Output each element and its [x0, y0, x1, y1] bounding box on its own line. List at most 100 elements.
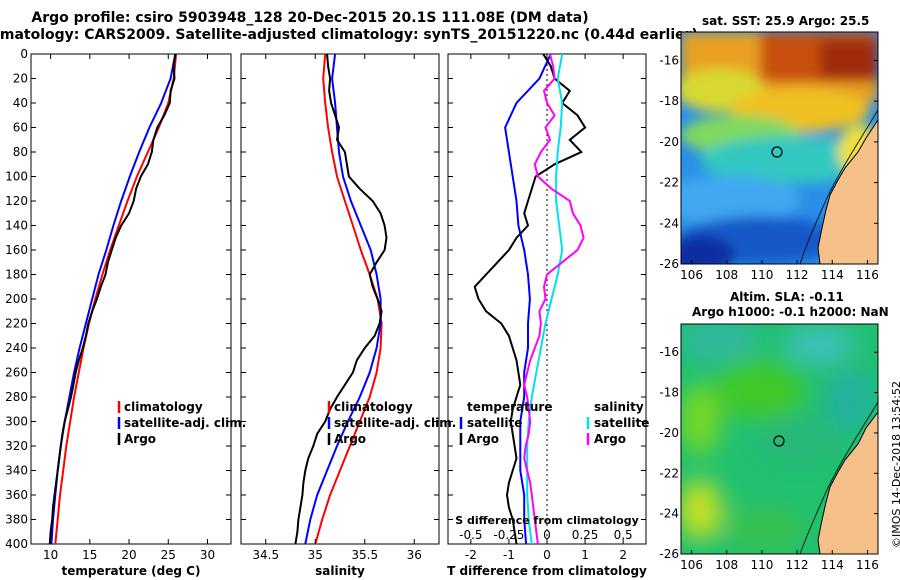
sla-map-title-line2: Argo h1000: -0.1 h2000: NaN: [692, 305, 889, 319]
legend-heading-salinity: salinity: [594, 400, 644, 414]
x-tick-label: 25: [161, 548, 176, 562]
map-x-tick-label: 110: [750, 268, 773, 282]
map-x-tick-label: 116: [856, 558, 879, 572]
map-x-tick-label: 112: [786, 558, 809, 572]
x-tick-label: 20: [121, 548, 136, 562]
difference-lines: [473, 54, 587, 544]
map-y-tick-label: -18: [659, 94, 679, 108]
y-tick-label: 200: [5, 292, 28, 306]
y-tick-label: 120: [5, 194, 28, 208]
y-tick-label: 100: [5, 170, 28, 184]
sla-map-frame: [680, 323, 879, 555]
y-tick-label: 40: [13, 96, 28, 110]
map-x-tick-label: 114: [821, 268, 844, 282]
legend-label-climatology: climatology: [334, 400, 413, 414]
y-tick-label: 300: [5, 415, 28, 429]
s-diff-tick-label: 0: [543, 528, 551, 542]
plot-title-line1: Argo profile: csiro 5903948_128 20-Dec-2…: [31, 10, 589, 26]
y-tick-label: 360: [5, 488, 28, 502]
map-y-tick-label: -20: [659, 135, 679, 149]
y-tick-label: 220: [5, 317, 28, 331]
y-tick-label: 20: [13, 72, 28, 86]
x-tick-label: 34.5: [252, 548, 279, 562]
map-x-tick-label: 108: [715, 268, 738, 282]
series-line-salinity-argo: [523, 54, 585, 544]
t-difference-xlabel: T difference from climatology: [447, 564, 647, 578]
map-y-tick-label: -26: [659, 547, 679, 561]
series-line-temperature-satellite: [504, 54, 552, 544]
legend-label-t-argo: Argo: [467, 432, 499, 446]
y-tick-label: 80: [13, 145, 28, 159]
s-diff-tick-label: 0.5: [614, 528, 633, 542]
x-tick-label: -2: [465, 548, 477, 562]
x-tick-label: 0: [543, 548, 551, 562]
legend-label-s-satellite: satellite: [594, 416, 649, 430]
sst-map-title: sat. SST: 25.9 Argo: 25.5: [702, 14, 870, 28]
x-tick-label: 2: [619, 548, 627, 562]
map-y-tick-label: -22: [659, 176, 679, 190]
y-tick-label: 60: [13, 121, 28, 135]
x-tick-label: 1: [581, 548, 589, 562]
axis-ticks: 10 15 20 25 30020406080100120140160180200220…: [5, 47, 646, 562]
map-y-tick-label: -26: [659, 257, 679, 271]
x-tick-label: 30: [200, 548, 215, 562]
sst-map: [681, 32, 878, 264]
y-tick-label: 240: [5, 341, 28, 355]
s-diff-tick-label: -0.5: [459, 528, 482, 542]
y-tick-label: 140: [5, 219, 28, 233]
legend-label-argo: Argo: [334, 432, 366, 446]
x-tick-label: -1: [503, 548, 515, 562]
series-line-argo: [48, 54, 177, 544]
legend-label-t-satellite: satellite: [467, 416, 522, 430]
salinity-xlabel: salinity: [315, 564, 365, 578]
series-line-salinity-satellite: [526, 54, 564, 544]
x-tick-label: 36: [407, 548, 422, 562]
map-y-tick-label: -18: [659, 386, 679, 400]
y-tick-label: 380: [5, 513, 28, 527]
legend-label-s-argo: Argo: [594, 432, 626, 446]
map-y-tick-label: -16: [659, 53, 679, 67]
map-y-tick-label: -16: [659, 345, 679, 359]
temperature-legend: climatology satellite-adj. clim. Argo: [117, 400, 246, 446]
x-tick-label: 35: [308, 548, 323, 562]
y-tick-label: 260: [5, 366, 28, 380]
temperature-xlabel: temperature (deg C): [62, 564, 201, 578]
imos-credit: ©IMOS 14-Dec-2018 13:54:52: [890, 381, 900, 548]
legend-label-climatology: climatology: [124, 400, 203, 414]
sst-map-frame: [680, 31, 879, 265]
argo-location-marker: [771, 146, 783, 158]
s-diff-tick-label: 0.25: [572, 528, 599, 542]
map-x-tick-label: 116: [856, 268, 879, 282]
y-tick-label: 0: [20, 47, 28, 61]
legend-label-satellite: satellite-adj. clim.: [334, 416, 456, 430]
temperature-lines: [48, 54, 178, 544]
map-x-tick-label: 108: [715, 558, 738, 572]
y-tick-label: 280: [5, 390, 28, 404]
map-y-tick-label: -24: [659, 507, 679, 521]
argo-location-marker-sla: [773, 435, 785, 447]
series-line-argo: [294, 54, 388, 544]
legend-heading-temperature: temperature: [467, 400, 552, 414]
map-y-tick-label: -20: [659, 426, 679, 440]
map-x-tick-label: 110: [750, 558, 773, 572]
x-tick-label: 15: [82, 548, 97, 562]
sla-map: [681, 324, 878, 554]
salinity-legend: climatology satellite-adj. clim. Argo: [327, 400, 456, 446]
map-x-tick-label: 114: [821, 558, 844, 572]
map-y-tick-label: -24: [659, 216, 679, 230]
y-tick-label: 340: [5, 464, 28, 478]
s-diff-tick-label: -0.25: [493, 528, 524, 542]
map-x-tick-label: 106: [680, 268, 703, 282]
plot-title-line2: Climatology: CARS2009. Satellite-adjuste…: [0, 27, 698, 43]
y-tick-label: 400: [5, 537, 28, 551]
temperature-panel-frame: [30, 53, 232, 545]
s-difference-label: S difference from climatology: [455, 514, 639, 527]
sla-map-title-line1: Altim. SLA: -0.11: [730, 290, 844, 304]
y-tick-label: 160: [5, 243, 28, 257]
map-x-tick-label: 106: [680, 558, 703, 572]
salinity-lines: [294, 54, 388, 544]
legend-label-argo: Argo: [124, 432, 156, 446]
difference-legend: temperature satellite Argo salinity sate…: [459, 400, 649, 446]
